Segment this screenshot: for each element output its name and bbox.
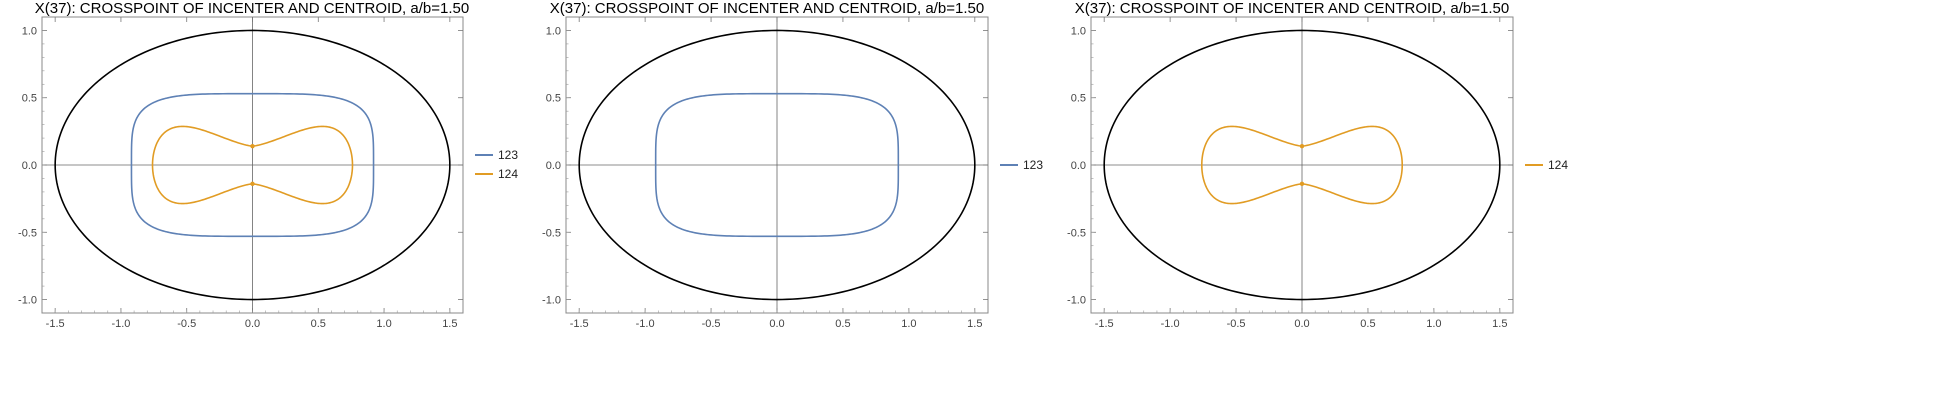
y-tick-label: -1.0 (542, 295, 561, 307)
x-tick-label: 0.5 (835, 318, 850, 330)
y-tick-label: 1.0 (1071, 25, 1086, 37)
chart-title: X(37): CROSSPOINT OF INCENTER AND CENTRO… (1075, 0, 1509, 17)
y-tick-label: 1.0 (22, 25, 37, 37)
series-124-cusp-top (1299, 143, 1305, 149)
x-tick-label: -0.5 (1227, 318, 1246, 330)
legend-label-124: 124 (498, 167, 518, 181)
x-tick-label: -1.5 (570, 318, 589, 330)
chart-panel-3: X(37): CROSSPOINT OF INCENTER AND CENTRO… (1067, 0, 1568, 330)
series-124-right-lobe (252, 125, 354, 205)
series-123-curve (654, 92, 900, 238)
x-tick-label: 0.0 (1294, 318, 1309, 330)
reference-ellipse (578, 29, 976, 301)
chart-title: X(37): CROSSPOINT OF INCENTER AND CENTRO… (550, 0, 984, 17)
series-124-right-lobe (1301, 125, 1404, 205)
x-tick-label: 0.5 (1360, 318, 1375, 330)
y-tick-label: 0.5 (1071, 93, 1086, 105)
x-tick-label: -1.0 (111, 318, 130, 330)
x-tick-label: 1.5 (442, 318, 457, 330)
x-tick-label: -1.5 (46, 318, 65, 330)
x-tick-label: -1.0 (636, 318, 655, 330)
x-tick-label: 1.0 (1426, 318, 1441, 330)
x-tick-label: 1.5 (1492, 318, 1507, 330)
series-124-left-lobe (151, 125, 253, 205)
series-124-cusp-top (250, 143, 255, 149)
x-tick-label: -0.5 (702, 318, 721, 330)
series-123-curve (130, 92, 375, 238)
legend-label-124: 124 (1548, 158, 1568, 172)
y-tick-label: -0.5 (1067, 227, 1086, 239)
y-tick-label: 0.0 (546, 160, 561, 172)
y-tick-label: -1.0 (18, 295, 37, 307)
x-tick-label: 0.0 (769, 318, 784, 330)
reference-ellipse (54, 29, 451, 301)
y-tick-label: -0.5 (18, 227, 37, 239)
series-124-cusp-bottom (250, 181, 255, 187)
y-tick-label: -0.5 (542, 227, 561, 239)
x-tick-label: 1.0 (901, 318, 916, 330)
y-tick-label: 0.0 (1071, 160, 1086, 172)
series-124-left-lobe (1200, 125, 1303, 205)
y-tick-label: 0.5 (22, 93, 37, 105)
chart-title: X(37): CROSSPOINT OF INCENTER AND CENTRO… (35, 0, 469, 17)
reference-ellipse (1103, 29, 1501, 301)
x-tick-label: -1.0 (1161, 318, 1180, 330)
legend-label-123: 123 (498, 148, 518, 162)
x-tick-label: -1.5 (1095, 318, 1114, 330)
x-tick-label: 1.0 (376, 318, 391, 330)
x-tick-label: 0.0 (245, 318, 260, 330)
x-tick-label: 0.5 (311, 318, 326, 330)
chart-panel-2: X(37): CROSSPOINT OF INCENTER AND CENTRO… (542, 0, 1043, 330)
chart-panel-1: X(37): CROSSPOINT OF INCENTER AND CENTRO… (18, 0, 518, 330)
y-tick-label: 1.0 (546, 25, 561, 37)
x-tick-label: -0.5 (177, 318, 196, 330)
series-124-cusp-bottom (1299, 181, 1305, 187)
y-tick-label: 0.5 (546, 93, 561, 105)
y-tick-label: 0.0 (22, 160, 37, 172)
x-tick-label: 1.5 (967, 318, 982, 330)
legend-label-123: 123 (1023, 158, 1043, 172)
y-tick-label: -1.0 (1067, 295, 1086, 307)
